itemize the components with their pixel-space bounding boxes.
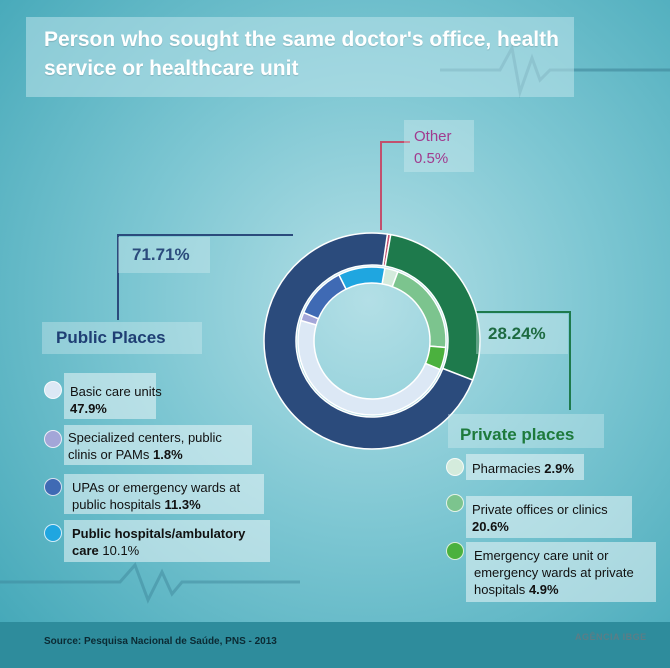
inner-slice-public-hospitals-ambulatory-care [337, 266, 386, 291]
source-note: Source: Pesquisa Nacional de Saúde, PNS … [44, 636, 277, 647]
legend-value: 4.9% [528, 582, 559, 597]
private-total-panel [476, 314, 568, 354]
outer-slice-public-places [263, 232, 474, 450]
legend-label: Public hospitals/ambulatory care [72, 526, 246, 558]
ibge-logo: AGÊNCIA IBGE [575, 632, 647, 642]
title-panel [26, 17, 574, 97]
private-total: 28.24% [488, 324, 546, 343]
legend-value: 1.8% [153, 447, 183, 462]
legend-box-private-emergency [466, 542, 656, 602]
other-label: Other [414, 128, 452, 145]
legend-item-public-hospitals: Public hospitals/ambulatory care 10.1% [72, 525, 262, 559]
legend-item-pharmacies: Pharmacies 2.9% [472, 460, 592, 477]
source-bar [0, 622, 670, 668]
legend-label: Basic care units [70, 384, 162, 399]
legend-label: UPAs or emergency wards at public hospit… [72, 480, 241, 512]
donut-hole [316, 285, 428, 397]
public-leader-line [117, 234, 293, 320]
legend-item-private-emergency: Emergency care unit or emergency wards a… [474, 547, 656, 598]
private-group-label: Private places [460, 425, 575, 444]
other-leader-line [380, 141, 410, 230]
legend-box-private-offices [466, 496, 632, 538]
legend-dot-private-offices [446, 494, 464, 512]
legend-label: Pharmacies [472, 461, 541, 476]
chart-title: Person who sought the same doctor's offi… [44, 28, 559, 80]
legend-value: 10.1% [102, 543, 140, 558]
legend-value: 2.9% [544, 461, 574, 476]
private-label-panel [448, 414, 604, 448]
legend-box-pharmacies [466, 454, 584, 480]
public-label-panel [42, 322, 202, 354]
legend-value: 11.3% [164, 497, 201, 512]
legend-dot-pharmacies [446, 458, 464, 476]
legend-dot-basic-care [44, 381, 62, 399]
legend-dot-public-hospitals [44, 524, 62, 542]
legend-box-upas [64, 474, 264, 514]
legend-dot-upas [44, 478, 62, 496]
legend-value: 20.6% [472, 519, 509, 534]
legend-value: 47.9% [70, 401, 107, 416]
other-value: 0.5% [414, 150, 449, 167]
public-group-label: Public Places [56, 328, 166, 347]
legend-item-private-offices: Private offices or clinics 20.6% [472, 501, 642, 535]
legend-dot-specialized [44, 430, 62, 448]
legend-label: Specialized centers, public clinis or PA… [68, 430, 222, 462]
legend-dot-private-emergency [446, 542, 464, 560]
legend-item-specialized: Specialized centers, public clinis or PA… [68, 429, 248, 463]
other-panel [404, 120, 474, 172]
ecg-line-bottom [0, 562, 300, 604]
public-total-panel [118, 237, 210, 273]
legend-box-public-hospitals [64, 520, 270, 562]
private-leader-line [460, 311, 571, 410]
legend-box-specialized [64, 425, 252, 465]
legend-item-upas: UPAs or emergency wards at public hospit… [72, 479, 268, 513]
legend-label: Emergency care unit or emergency wards a… [474, 548, 634, 597]
legend-item-basic-care: Basic care units 47.9% [70, 383, 220, 417]
legend-box-basic-care [64, 373, 156, 419]
public-total: 71.71% [132, 245, 190, 264]
legend-label: Private offices or clinics [472, 502, 608, 517]
